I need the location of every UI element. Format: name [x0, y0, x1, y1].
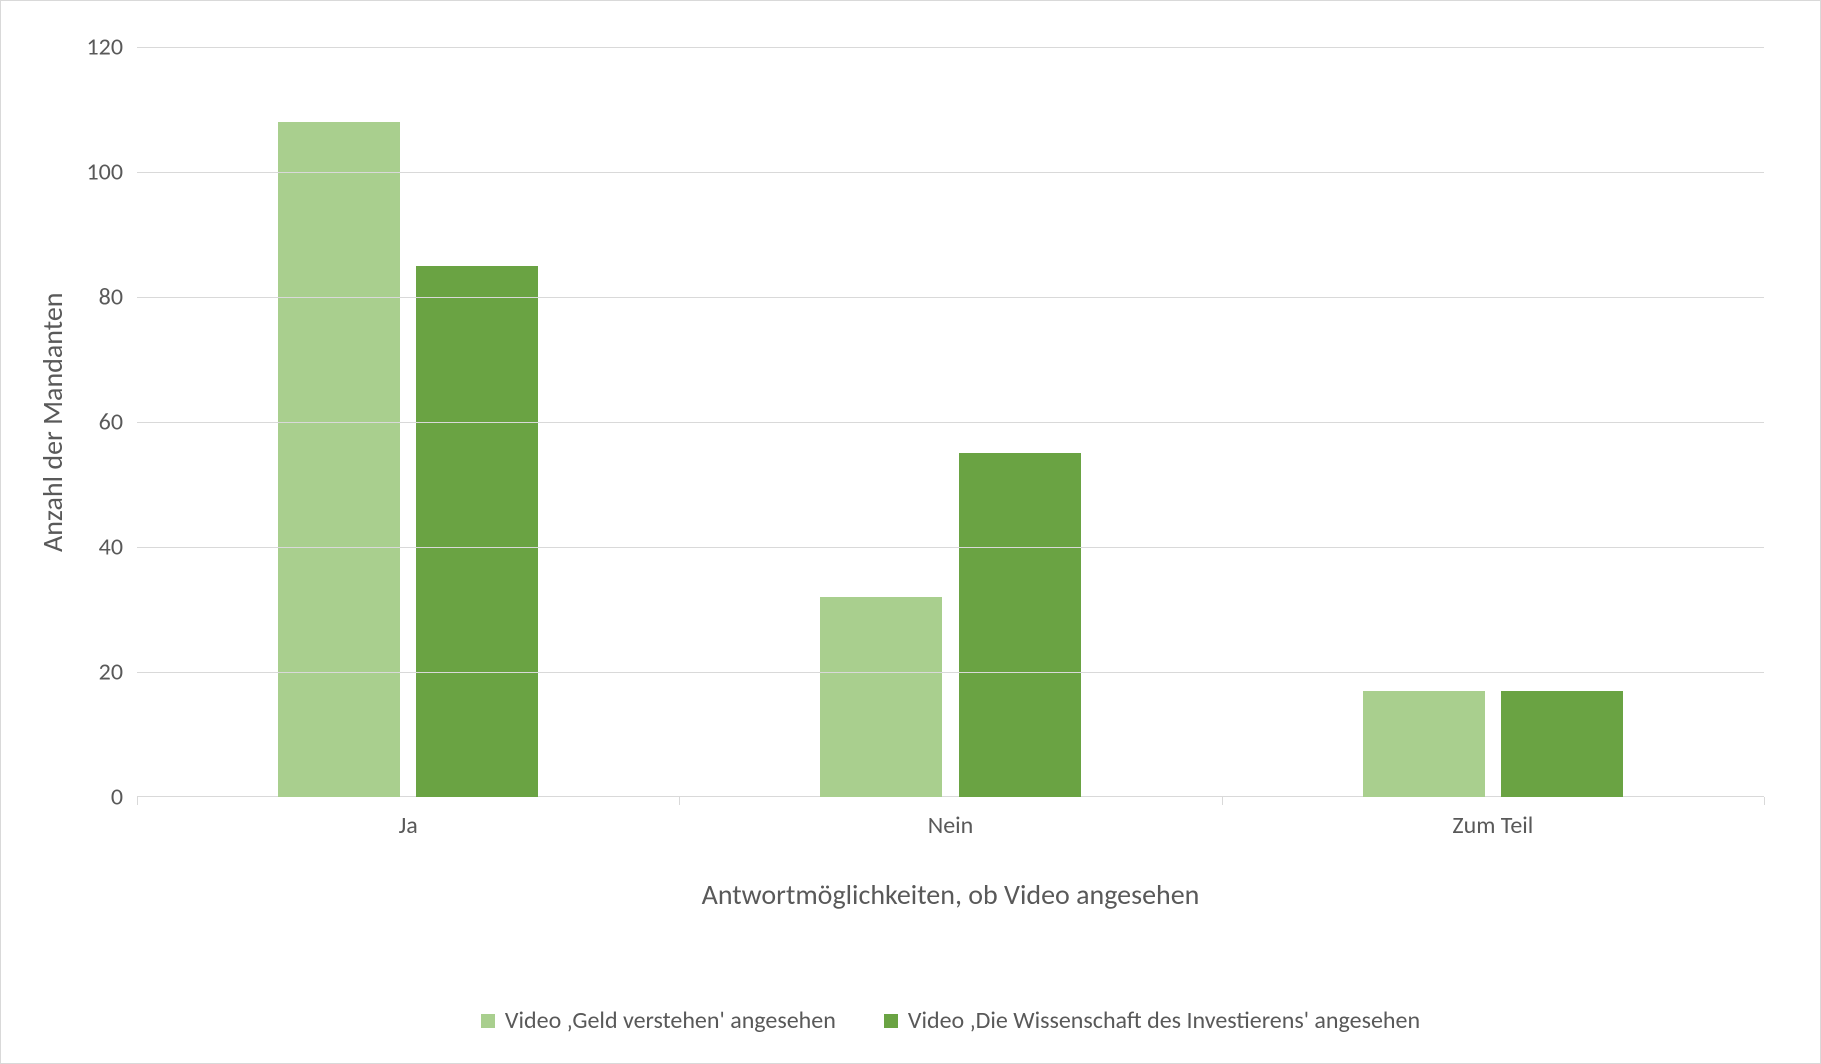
x-tick [679, 797, 680, 805]
legend-swatch [884, 1014, 898, 1028]
bar [959, 453, 1081, 797]
chart-frame: Anzahl der Mandanten 020406080100120JaNe… [0, 0, 1821, 1064]
legend-item: Video ‚Geld verstehen' angesehen [481, 1006, 836, 1035]
x-axis-title: Antwortmöglichkeiten, ob Video angesehen [137, 877, 1764, 912]
x-category-label: Zum Teil [1452, 797, 1533, 840]
bar [820, 597, 942, 797]
plot-area: 020406080100120JaNeinZum Teil [137, 47, 1764, 797]
gridline [137, 422, 1764, 423]
bar [1501, 691, 1623, 797]
x-tick [1764, 797, 1765, 805]
gridline [137, 172, 1764, 173]
y-axis-title: Anzahl der Mandanten [35, 47, 70, 797]
y-tick-label: 0 [111, 783, 137, 812]
y-tick-label: 80 [99, 283, 137, 312]
x-tick [1222, 797, 1223, 805]
legend-item: Video ‚Die Wissenschaft des Investierens… [884, 1006, 1420, 1035]
legend-label: Video ‚Geld verstehen' angesehen [505, 1006, 836, 1035]
bar [1363, 691, 1485, 797]
chart-inner: Anzahl der Mandanten 020406080100120JaNe… [17, 17, 1804, 1047]
gridline [137, 297, 1764, 298]
legend-swatch [481, 1014, 495, 1028]
gridline [137, 47, 1764, 48]
legend-label: Video ‚Die Wissenschaft des Investierens… [908, 1006, 1420, 1035]
y-tick-label: 40 [99, 533, 137, 562]
y-tick-label: 100 [87, 158, 138, 187]
gridline [137, 672, 1764, 673]
y-tick-label: 20 [99, 658, 137, 687]
legend: Video ‚Geld verstehen' angesehen Video ‚D… [137, 1006, 1764, 1035]
y-tick-label: 60 [99, 408, 137, 437]
bar [416, 266, 538, 797]
bar [278, 122, 400, 797]
gridline [137, 547, 1764, 548]
x-category-label: Nein [928, 797, 974, 840]
x-category-label: Ja [399, 797, 418, 840]
y-tick-label: 120 [87, 33, 138, 62]
x-tick [137, 797, 138, 805]
